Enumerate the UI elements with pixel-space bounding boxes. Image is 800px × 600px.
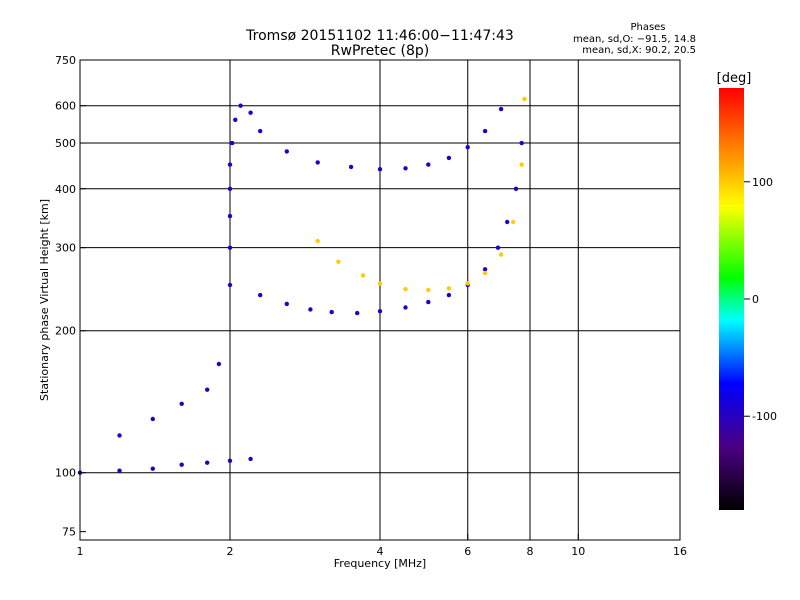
data-points xyxy=(77,96,527,475)
data-point xyxy=(403,166,408,171)
data-point xyxy=(505,219,510,225)
data-point xyxy=(284,149,289,154)
data-point xyxy=(377,309,383,314)
chart-title: Tromsø 20151102 11:46:00−11:47:43 xyxy=(245,28,514,44)
series-x-mode-trace xyxy=(315,96,527,293)
data-point xyxy=(315,160,320,165)
data-point xyxy=(150,466,155,471)
data-point xyxy=(336,259,341,264)
x-tick-label: 6 xyxy=(464,545,471,558)
data-point xyxy=(216,361,222,367)
y-tick-label: 500 xyxy=(55,137,76,150)
colorbar-label: [deg] xyxy=(717,71,752,86)
data-point xyxy=(495,245,501,250)
data-point xyxy=(258,128,263,134)
data-point xyxy=(308,307,313,312)
data-point xyxy=(446,292,452,298)
data-point xyxy=(403,305,408,310)
x-tick-label: 4 xyxy=(377,545,384,558)
y-tick-label: 400 xyxy=(55,183,76,196)
series-o-mode-f1-cusp xyxy=(227,103,253,288)
data-point xyxy=(498,252,504,257)
data-point xyxy=(205,460,210,465)
colorbar: [deg] -100 0 100 xyxy=(717,71,777,510)
data-point xyxy=(179,462,184,467)
data-point xyxy=(377,167,383,172)
y-tick-label: 300 xyxy=(55,242,76,255)
x-tick-label: 8 xyxy=(527,545,534,558)
y-tick-label: 600 xyxy=(55,100,76,113)
data-point xyxy=(426,162,431,167)
data-point xyxy=(230,140,235,146)
data-point xyxy=(227,162,233,167)
data-point xyxy=(498,106,504,112)
data-point xyxy=(403,287,408,292)
data-point xyxy=(510,219,516,225)
series-o-mode-trace-low xyxy=(258,140,524,316)
y-tick-label: 75 xyxy=(62,526,76,539)
data-point xyxy=(348,164,354,170)
y-tick-label: 100 xyxy=(55,467,76,480)
data-point xyxy=(284,301,289,307)
data-point xyxy=(227,213,233,219)
data-point xyxy=(233,117,238,123)
data-point xyxy=(446,155,452,161)
data-point xyxy=(329,309,334,315)
data-point xyxy=(238,103,243,108)
data-point xyxy=(465,281,470,286)
data-point xyxy=(482,270,488,276)
colorbar-tick-label: 100 xyxy=(752,176,773,189)
data-point xyxy=(117,468,122,473)
y-axis-label: Stationary phase Virtual Height [km] xyxy=(38,199,51,401)
series-es-region-echoes xyxy=(117,361,222,438)
data-point xyxy=(519,140,524,146)
colorbar-tick-label: -100 xyxy=(752,410,777,423)
colorbar-ticks: -100 0 100 xyxy=(744,176,777,423)
data-point xyxy=(360,273,366,278)
colorbar-gradient xyxy=(719,88,744,510)
data-point xyxy=(315,238,320,244)
x-axis-label: Frequency [MHz] xyxy=(334,557,426,570)
data-point xyxy=(205,387,210,392)
data-point xyxy=(446,286,452,291)
data-point xyxy=(513,186,519,191)
stats-x-line: mean, sd,X: 90.2, 20.5 xyxy=(582,45,696,56)
series-o-mode-upper-trace xyxy=(258,106,504,172)
stats-o-line: mean, sd,O: −91.5, 14.8 xyxy=(573,34,696,45)
axis-ticks: 1 2 4 6 8 10 16 75 100 200 300 400 500 600 750 xyxy=(55,54,687,558)
y-tick-label: 200 xyxy=(55,325,76,338)
colorbar-tick-label: 0 xyxy=(752,293,759,306)
data-point xyxy=(179,401,184,406)
data-point xyxy=(248,456,253,462)
data-point xyxy=(426,287,431,293)
data-point xyxy=(248,110,253,115)
data-point xyxy=(117,433,122,438)
y-tick-label: 750 xyxy=(55,54,76,67)
stats-title: Phases xyxy=(630,22,665,33)
data-point xyxy=(227,282,233,288)
x-tick-label: 2 xyxy=(227,545,234,558)
data-point xyxy=(377,281,383,286)
data-point xyxy=(522,96,527,102)
data-point xyxy=(258,292,263,298)
grid-lines xyxy=(80,60,680,540)
chart-subtitle: RwPretec (8p) xyxy=(331,43,429,59)
data-point xyxy=(519,162,524,167)
x-tick-label: 1 xyxy=(77,545,84,558)
data-point xyxy=(426,299,431,305)
plot-area: 1 2 4 6 8 10 16 75 100 200 300 400 500 600 750 xyxy=(55,54,687,558)
data-point xyxy=(227,458,233,463)
data-point xyxy=(227,186,233,191)
data-point xyxy=(227,245,233,250)
data-point xyxy=(150,416,155,422)
x-tick-label: 16 xyxy=(673,545,687,558)
data-point xyxy=(465,145,470,150)
data-point xyxy=(355,310,360,316)
series-e-layer-trace xyxy=(77,456,253,475)
x-tick-label: 10 xyxy=(571,545,585,558)
data-point xyxy=(482,128,488,134)
data-point xyxy=(482,267,488,272)
